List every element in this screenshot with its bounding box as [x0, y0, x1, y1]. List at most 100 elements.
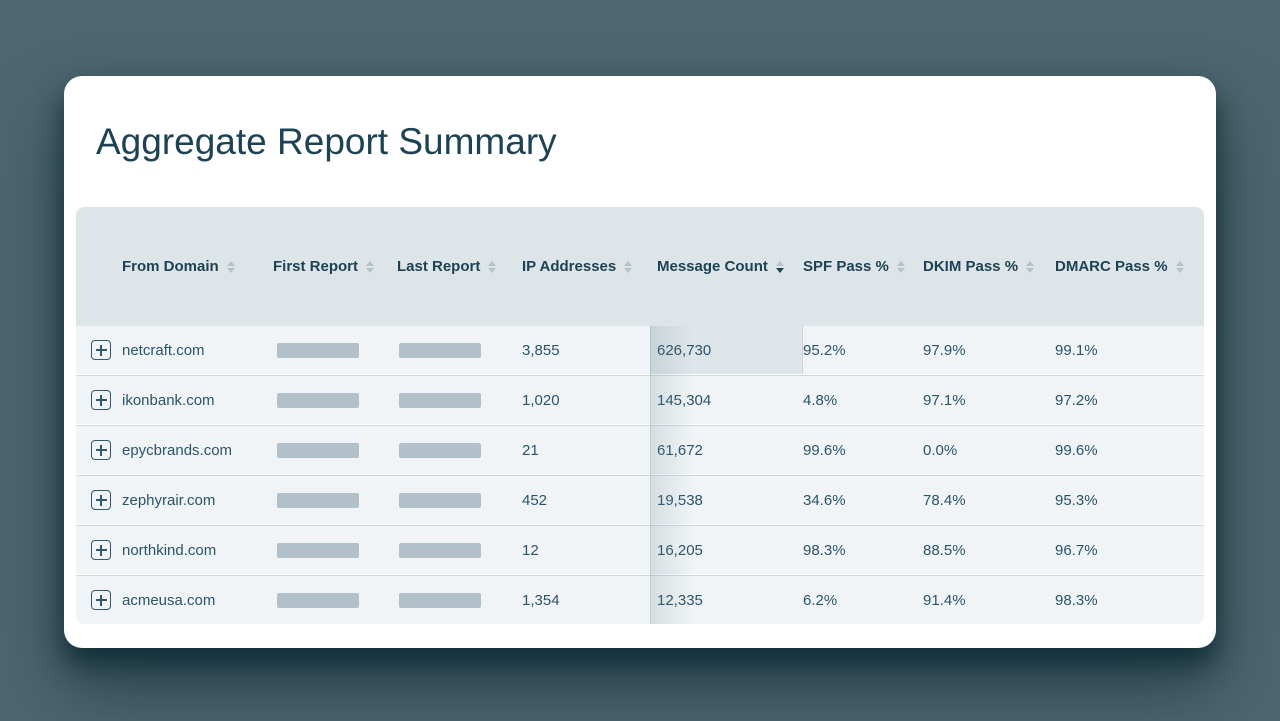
- dmarc-pass-cell: 95.3%: [1055, 491, 1098, 509]
- expand-row-button[interactable]: [91, 440, 111, 460]
- expand-row-button[interactable]: [91, 590, 111, 610]
- column-header-label: From Domain: [122, 258, 219, 275]
- message-count-cell: 19,538: [657, 491, 703, 509]
- table-body: netcraft.com 3,855 626,730 95.2% 97.9% 9…: [76, 326, 1204, 624]
- column-header-from_domain[interactable]: From Domain: [122, 258, 273, 275]
- first-report-cell: [273, 476, 397, 524]
- plus-icon: [95, 544, 107, 556]
- ip-addresses-cell: 12: [522, 541, 539, 559]
- expand-row-button[interactable]: [91, 540, 111, 560]
- spf-pass-cell: 6.2%: [803, 591, 838, 609]
- spf-pass-cell: 99.6%: [803, 441, 846, 459]
- redacted-date-bar: [399, 342, 481, 358]
- expand-row-button[interactable]: [91, 490, 111, 510]
- dkim-pass-cell: 88.5%: [923, 541, 966, 559]
- table-row: northkind.com 12 16,205 98.3% 88.5% 96.7…: [76, 524, 1204, 574]
- from-domain-cell: epycbrands.com: [122, 441, 233, 459]
- expand-cell: [76, 426, 122, 474]
- dmarc-pass-cell: 96.7%: [1055, 541, 1098, 559]
- plus-icon: [95, 444, 107, 456]
- page-title: Aggregate Report Summary: [96, 121, 557, 162]
- column-header-label: DMARC Pass %: [1055, 258, 1168, 275]
- redacted-date-bar: [277, 492, 359, 508]
- spf-pass-cell: 4.8%: [803, 391, 838, 409]
- redacted-date-bar: [399, 592, 481, 608]
- table-row: acmeusa.com 1,354 12,335 6.2% 91.4% 98.3…: [76, 574, 1204, 624]
- last-report-cell: [397, 376, 522, 424]
- redacted-date-bar: [399, 442, 481, 458]
- from-domain-cell: zephyrair.com: [122, 491, 216, 509]
- message-count-cell: 12,335: [657, 591, 703, 609]
- table-row: ikonbank.com 1,020 145,304 4.8% 97.1% 97…: [76, 374, 1204, 424]
- column-header-first_report[interactable]: First Report: [273, 258, 397, 275]
- message-count-cell: 16,205: [657, 541, 703, 559]
- ip-addresses-cell: 21: [522, 441, 539, 459]
- column-header-dmarc_pass[interactable]: DMARC Pass %: [1055, 258, 1204, 275]
- from-domain-cell: ikonbank.com: [122, 391, 215, 409]
- column-header-label: SPF Pass %: [803, 258, 889, 275]
- dmarc-pass-cell: 99.1%: [1055, 341, 1098, 359]
- dkim-pass-cell: 78.4%: [923, 491, 966, 509]
- dmarc-pass-cell: 97.2%: [1055, 391, 1098, 409]
- plus-icon: [95, 594, 107, 606]
- dkim-pass-cell: 97.1%: [923, 391, 966, 409]
- dmarc-pass-cell: 99.6%: [1055, 441, 1098, 459]
- last-report-cell: [397, 326, 522, 374]
- expand-cell: [76, 576, 122, 624]
- sort-icon: [226, 260, 235, 273]
- sort-icon: [896, 260, 905, 273]
- sort-icon: [488, 260, 497, 273]
- spf-pass-cell: 34.6%: [803, 491, 846, 509]
- from-domain-cell: northkind.com: [122, 541, 217, 559]
- column-header-last_report[interactable]: Last Report: [397, 258, 522, 275]
- last-report-cell: [397, 426, 522, 474]
- from-domain-cell: netcraft.com: [122, 341, 205, 359]
- last-report-cell: [397, 476, 522, 524]
- column-header-label: Message Count: [657, 258, 768, 275]
- redacted-date-bar: [277, 392, 359, 408]
- last-report-cell: [397, 526, 522, 574]
- ip-addresses-cell: 452: [522, 491, 548, 509]
- spf-pass-cell: 98.3%: [803, 541, 846, 559]
- column-header-message_count[interactable]: Message Count: [650, 258, 803, 275]
- dkim-pass-cell: 97.9%: [923, 341, 966, 359]
- report-card: Aggregate Report Summary From Domain Fir…: [64, 76, 1216, 648]
- column-header-label: Last Report: [397, 258, 481, 275]
- table-row: zephyrair.com 452 19,538 34.6% 78.4% 95.…: [76, 474, 1204, 524]
- from-domain-cell: acmeusa.com: [122, 591, 216, 609]
- expand-cell: [76, 476, 122, 524]
- sort-icon: [624, 260, 633, 273]
- ip-addresses-cell: 1,354: [522, 591, 560, 609]
- redacted-date-bar: [399, 492, 481, 508]
- redacted-date-bar: [399, 392, 481, 408]
- sort-icon: [1026, 260, 1035, 273]
- expand-row-button[interactable]: [91, 390, 111, 410]
- expand-row-button[interactable]: [91, 340, 111, 360]
- redacted-date-bar: [277, 542, 359, 558]
- expand-cell: [76, 526, 122, 574]
- column-header-dkim_pass[interactable]: DKIM Pass %: [923, 258, 1055, 275]
- first-report-cell: [273, 576, 397, 624]
- column-header-ip_addresses[interactable]: IP Addresses: [522, 258, 650, 275]
- ip-addresses-cell: 3,855: [522, 341, 560, 359]
- message-count-cell: 61,672: [657, 441, 703, 459]
- message-count-cell: 145,304: [657, 391, 712, 409]
- first-report-cell: [273, 376, 397, 424]
- message-count-cell: 626,730: [650, 326, 803, 374]
- column-header-spf_pass[interactable]: SPF Pass %: [803, 258, 923, 275]
- table-header-row: From Domain First Report Last Report IP …: [76, 207, 1204, 326]
- column-header-label: First Report: [273, 258, 359, 275]
- first-report-cell: [273, 526, 397, 574]
- aggregate-report-table: From Domain First Report Last Report IP …: [76, 207, 1204, 624]
- redacted-date-bar: [277, 592, 359, 608]
- redacted-date-bar: [277, 342, 359, 358]
- sort-icon: [1175, 260, 1184, 273]
- plus-icon: [95, 494, 107, 506]
- dkim-pass-cell: 91.4%: [923, 591, 966, 609]
- sort-icon: [366, 260, 375, 273]
- column-header-label: DKIM Pass %: [923, 258, 1019, 275]
- last-report-cell: [397, 576, 522, 624]
- dmarc-pass-cell: 98.3%: [1055, 591, 1098, 609]
- column-header-label: IP Addresses: [522, 258, 617, 275]
